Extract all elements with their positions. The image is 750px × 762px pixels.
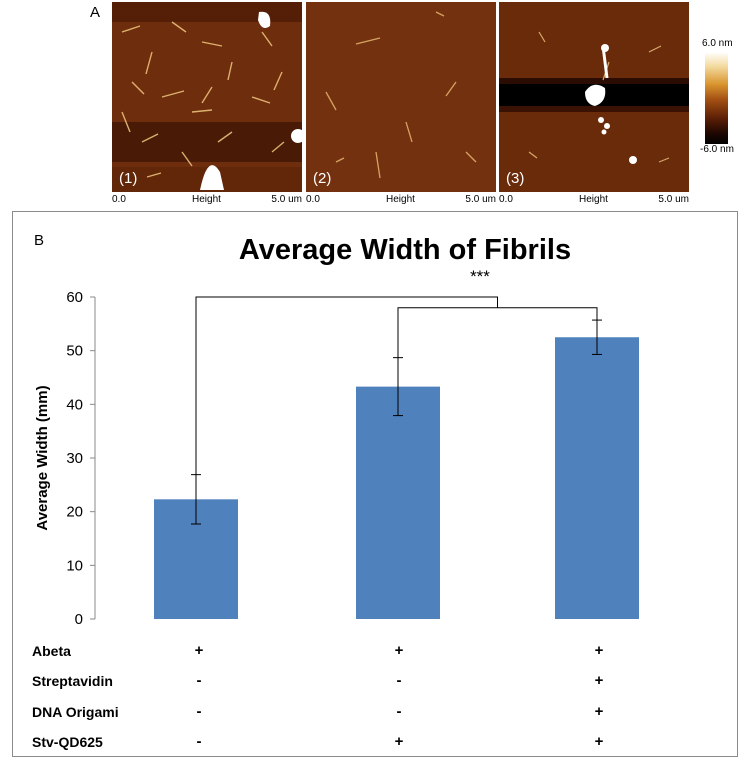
bar-3 [555, 337, 639, 619]
condition-label-streptavidin: Streptavidin [32, 673, 113, 689]
height-colorbar [705, 52, 728, 144]
y-tick-label-0: 0 [75, 611, 83, 628]
afm-image-1-texture [112, 2, 302, 192]
afm-image-2-texture [306, 2, 496, 192]
condition-label-abeta: Abeta [32, 643, 71, 659]
y-tick-label-30: 30 [66, 450, 83, 467]
condition-label-dna-origami: DNA Origami [32, 704, 119, 720]
afm-image-1-number: (1) [119, 170, 138, 187]
y-tick-label-40: 40 [66, 396, 83, 413]
mark-streptavidin-bar-2: - [396, 672, 402, 689]
afm-axis-3-start: 0.0 [499, 194, 513, 205]
mark-stv-qd625-bar-1: - [196, 733, 202, 750]
afm-axis-2: 0.0 Height 5.0 um [306, 194, 496, 208]
bar-2 [356, 386, 440, 619]
afm-axis-3: 0.0 Height 5.0 um [499, 194, 689, 208]
mark-streptavidin-bar-1: - [196, 672, 202, 689]
afm-axis-1: 0.0 Height 5.0 um [112, 194, 302, 208]
mark-dna-origami-bar-3: + [594, 703, 604, 720]
panel-b-label: B [34, 232, 45, 249]
afm-axis-1-end: 5.0 um [271, 194, 302, 205]
y-tick-label-20: 20 [66, 504, 83, 521]
panel-b-frame [12, 211, 738, 757]
afm-axis-2-title: Height [386, 194, 415, 205]
y-tick-label-10: 10 [66, 557, 83, 574]
chart-title: Average Width of Fibrils [238, 234, 572, 266]
mark-abeta-bar-2: + [394, 642, 404, 659]
mark-dna-origami-bar-1: - [196, 703, 202, 720]
afm-axis-3-title: Height [579, 194, 608, 205]
y-axis-title: Average Width (mm) [34, 385, 51, 530]
mark-streptavidin-bar-3: + [594, 672, 604, 689]
mark-abeta-bar-1: + [194, 642, 204, 659]
y-tick-label-50: 50 [66, 343, 83, 360]
afm-image-3: (3) [499, 2, 689, 192]
mark-stv-qd625-bar-3: + [594, 733, 604, 750]
afm-image-3-number: (3) [506, 170, 525, 187]
mark-dna-origami-bar-2: - [396, 703, 402, 720]
mark-abeta-bar-3: + [594, 642, 604, 659]
colorbar-max-label: 6.0 nm [702, 38, 733, 49]
panel-a-label: A [90, 4, 101, 21]
afm-axis-1-start: 0.0 [112, 194, 126, 205]
colorbar-min-label: -6.0 nm [700, 144, 734, 155]
afm-image-3-texture [499, 2, 689, 192]
afm-image-2-number: (2) [313, 170, 332, 187]
afm-axis-1-title: Height [192, 194, 221, 205]
afm-image-1: (1) [112, 2, 302, 192]
significance-stars: *** [470, 267, 490, 286]
significance-bracket-inner [397, 307, 598, 358]
y-tick-label-60: 60 [66, 289, 83, 306]
condition-label-stv-qd625: Stv-QD625 [32, 734, 103, 750]
afm-image-2: (2) [306, 2, 496, 192]
afm-axis-2-start: 0.0 [306, 194, 320, 205]
afm-axis-3-end: 5.0 um [658, 194, 689, 205]
significance-bracket-outer [195, 296, 498, 475]
mark-stv-qd625-bar-2: + [394, 733, 404, 750]
afm-axis-2-end: 5.0 um [465, 194, 496, 205]
